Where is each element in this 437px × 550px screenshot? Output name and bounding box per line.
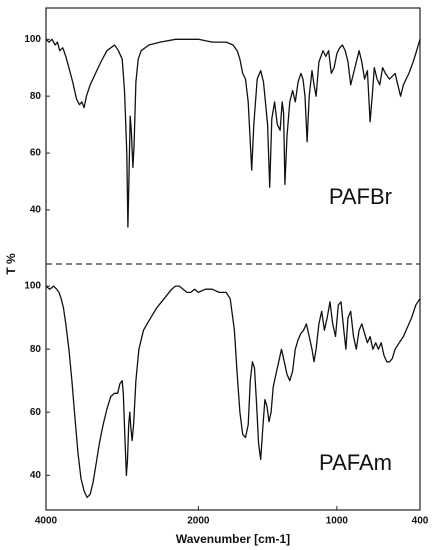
y-tick-label: 100: [24, 281, 41, 292]
plot-frame: [45, 7, 421, 511]
y-tick-label: 40: [30, 470, 42, 481]
x-axis-label: Wavenumber [cm-1]: [176, 532, 290, 546]
x-tick-label: 1000: [326, 516, 349, 527]
y-tick-label: 40: [30, 205, 42, 216]
y-tick-label: 60: [30, 148, 42, 159]
y-axis-label: T %: [4, 253, 18, 275]
y-tick-label: 80: [30, 91, 42, 102]
x-tick-label: 400: [412, 516, 429, 527]
y-tick-label: 60: [30, 407, 42, 418]
y-tick-label: 100: [24, 34, 41, 45]
x-tick-label: 4000: [35, 516, 58, 527]
panel-label: PAFBr: [329, 184, 392, 209]
panel-label: PAFAm: [319, 450, 392, 475]
y-tick-label: 80: [30, 344, 42, 355]
x-tick-label: 2000: [187, 516, 210, 527]
spectrum-line: [45, 38, 421, 228]
spectrum-line: [45, 285, 421, 499]
